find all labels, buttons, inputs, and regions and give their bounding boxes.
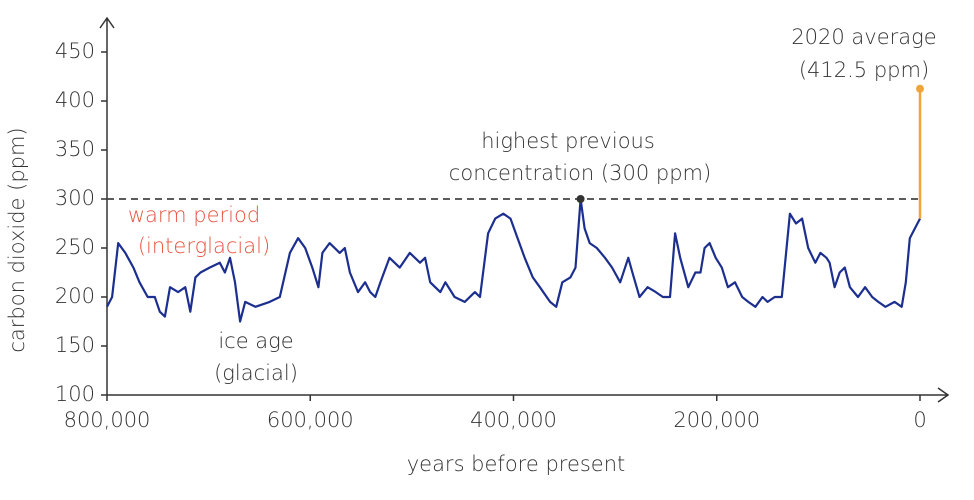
y-tick-label: 350 xyxy=(55,137,95,161)
data-line xyxy=(106,197,921,323)
y-tick-label: 450 xyxy=(55,39,95,63)
x-tick-label: 800,000 xyxy=(64,408,151,432)
y-tick-label: 150 xyxy=(55,333,95,357)
current-point xyxy=(916,84,924,93)
x-tick-label: 600,000 xyxy=(267,408,354,432)
x-tick-label: 0 xyxy=(913,408,926,432)
y-tick-label: 100 xyxy=(55,382,95,406)
previous-max-point xyxy=(576,195,585,203)
annotation: (glacial) xyxy=(214,361,298,385)
annotation: (interglacial) xyxy=(138,234,270,258)
x-tick-label: 200,000 xyxy=(673,408,760,432)
x-axis-label: years before present xyxy=(407,452,626,476)
annotation: warm period xyxy=(128,203,260,227)
annotation: concentration (300 ppm) xyxy=(449,161,711,185)
y-tick-label: 200 xyxy=(55,284,95,308)
y-tick-label: 400 xyxy=(55,88,95,112)
axes xyxy=(99,16,950,403)
annotation: highest previous xyxy=(481,129,655,153)
y-tick-label: 250 xyxy=(55,235,95,259)
y-axis-label: carbon dioxide (ppm) xyxy=(5,127,29,352)
y-tick-label: 300 xyxy=(55,186,95,210)
annotation: ice age xyxy=(218,329,293,353)
annotation: 2020 average xyxy=(791,25,936,49)
annotation: (412.5 ppm) xyxy=(799,58,929,82)
x-tick-label: 400,000 xyxy=(470,408,557,432)
